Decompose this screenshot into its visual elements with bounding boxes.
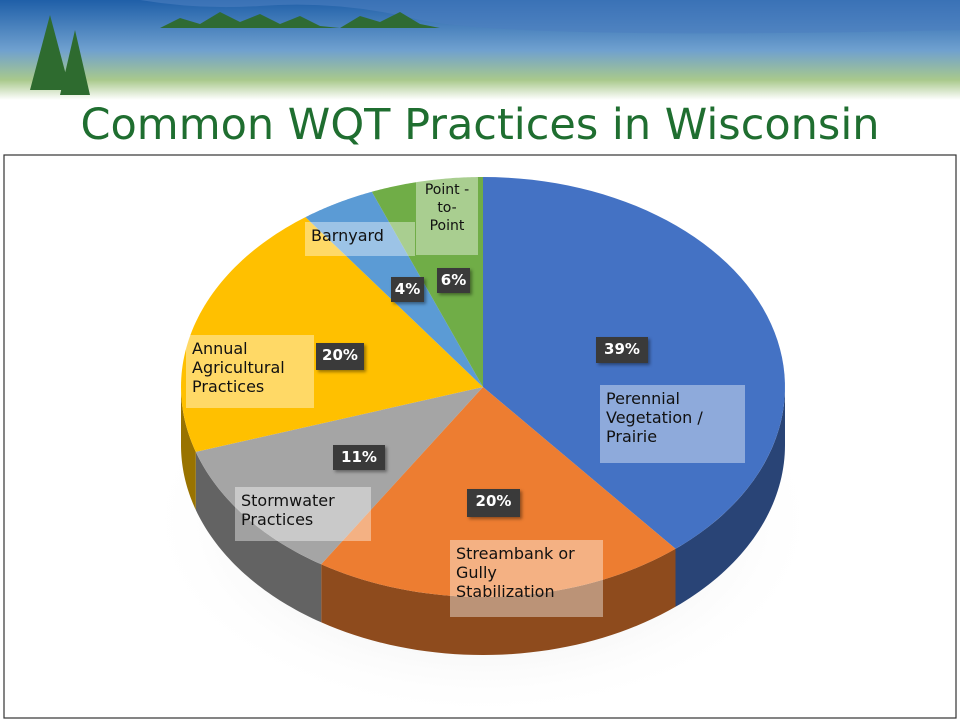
value-label: 11% (333, 445, 385, 470)
slice-label: Perennial Vegetation / Prairie (600, 385, 745, 463)
header-wave (0, 0, 960, 34)
slice-side (675, 387, 785, 607)
header-treeline (160, 12, 440, 28)
slide-title: Common WQT Practices in Wisconsin (80, 100, 880, 150)
slice-label: Point -to- Point (416, 177, 478, 255)
slice-side (195, 451, 322, 623)
slice-label: Barnyard (305, 222, 415, 256)
header-trees (30, 15, 90, 95)
slice-side (321, 548, 676, 655)
value-label: 6% (437, 268, 470, 293)
slice (181, 217, 483, 452)
value-label: 20% (316, 343, 364, 370)
slice-label: Annual Agricultural Practices (186, 335, 314, 408)
value-label: 39% (596, 337, 648, 363)
slice-side (181, 387, 196, 510)
slice-label: Streambank or Gully Stabilization (450, 540, 603, 617)
value-label: 4% (391, 277, 424, 302)
slice (195, 387, 483, 565)
slice-label: Stormwater Practices (235, 487, 371, 541)
value-label: 20% (467, 489, 520, 517)
slice (371, 177, 483, 387)
